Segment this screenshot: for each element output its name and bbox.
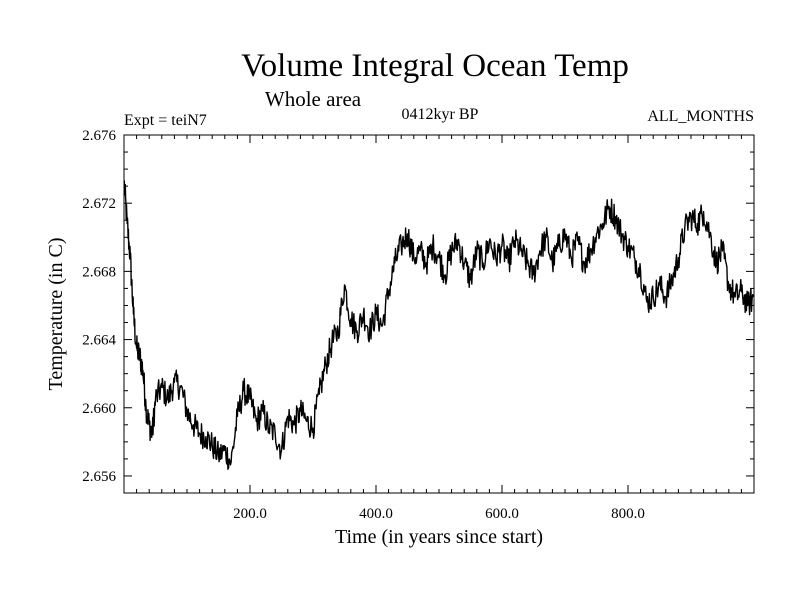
minor-ticks — [124, 135, 754, 494]
y-tick-label: 2.672 — [82, 196, 116, 212]
y-tick-label: 2.668 — [82, 264, 116, 280]
temperature-series-line — [123, 180, 755, 470]
period-label: 0412kyr BP — [402, 106, 479, 123]
x-axis-label: Time (in years since start) — [335, 526, 543, 548]
y-axis-ticks: 2.656 2.660 2.664 2.668 2.672 2.676 — [82, 128, 754, 485]
x-tick-label: 800.0 — [611, 506, 645, 522]
experiment-label: Expt = teiN7 — [124, 112, 207, 129]
chart-title: Volume Integral Ocean Temp — [241, 48, 629, 84]
plot-frame — [123, 134, 755, 494]
x-axis-ticks: 200.0 400.0 600.0 800.0 — [233, 135, 645, 522]
y-tick-label: 2.656 — [82, 469, 116, 485]
chart-subtitle: Whole area — [265, 87, 362, 111]
y-tick-label: 2.660 — [82, 401, 116, 417]
x-tick-label: 400.0 — [359, 506, 393, 522]
y-tick-label: 2.664 — [82, 333, 116, 349]
months-label: ALL_MONTHS — [647, 108, 754, 125]
y-axis-label: Temperature (in C) — [45, 238, 67, 391]
x-tick-label: 600.0 — [485, 506, 519, 522]
y-tick-label: 2.676 — [82, 128, 116, 144]
x-tick-label: 200.0 — [233, 506, 267, 522]
